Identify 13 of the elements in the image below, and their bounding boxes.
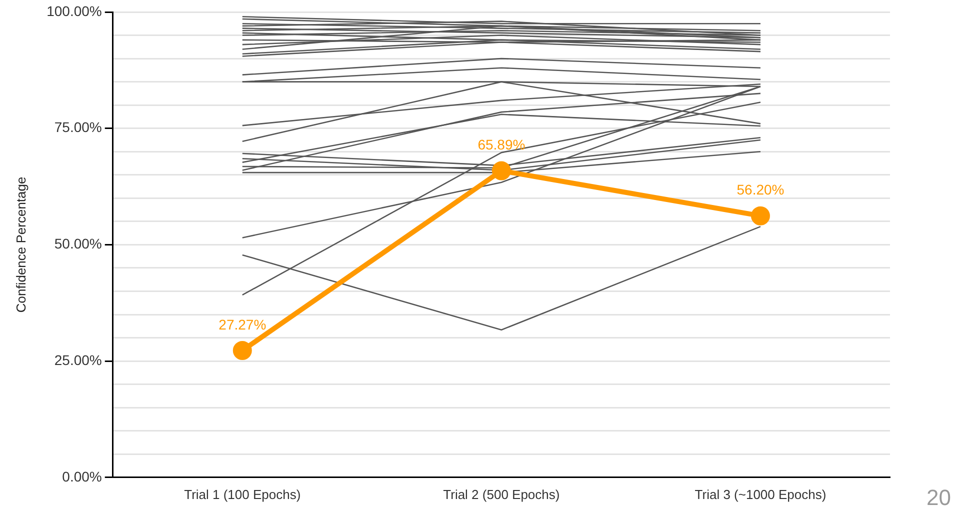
x-tick-label: Trial 2 (500 Epochs) [443, 486, 560, 502]
y-tick-label: 0.00% [62, 468, 102, 484]
y-tick-label: 75.00% [54, 119, 102, 136]
x-tick-label: Trial 3 (~1000 Epochs) [694, 486, 826, 502]
y-tick-label: 50.00% [54, 236, 102, 252]
data-label: 27.27% [218, 316, 266, 332]
data-label: 65.89% [478, 136, 526, 153]
x-tick-label: Trial 1 (100 Epochs) [184, 486, 301, 502]
text: 20 [926, 485, 951, 511]
y-tick-label: 25.00% [54, 352, 102, 368]
y-tick-label: 100.00% [46, 2, 102, 19]
data-label: 56.20% [736, 182, 784, 198]
y-axis-title: Confidence Percentage [13, 176, 28, 313]
